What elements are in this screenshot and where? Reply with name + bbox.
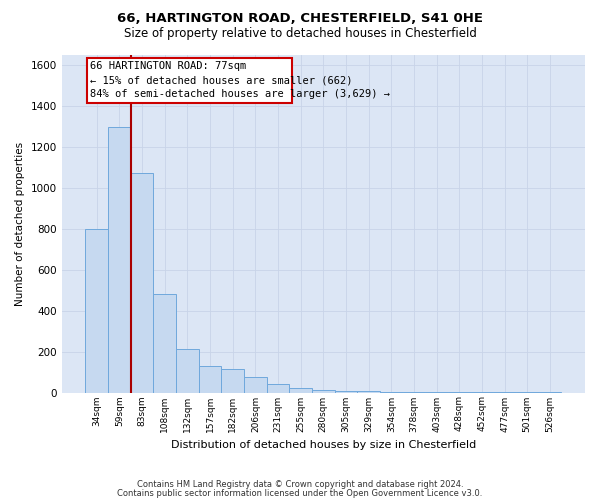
Bar — [86, 58, 292, 103]
Bar — [289, 388, 312, 392]
Bar — [108, 126, 131, 392]
Text: Contains public sector information licensed under the Open Government Licence v3: Contains public sector information licen… — [118, 488, 482, 498]
Bar — [85, 229, 108, 392]
Bar — [312, 390, 335, 392]
Bar — [199, 366, 221, 392]
Bar — [244, 377, 266, 392]
X-axis label: Distribution of detached houses by size in Chesterfield: Distribution of detached houses by size … — [171, 440, 476, 450]
Bar — [176, 348, 199, 393]
Text: 66, HARTINGTON ROAD, CHESTERFIELD, S41 0HE: 66, HARTINGTON ROAD, CHESTERFIELD, S41 0… — [117, 12, 483, 26]
Bar — [335, 391, 358, 392]
Text: Size of property relative to detached houses in Chesterfield: Size of property relative to detached ho… — [124, 28, 476, 40]
Text: Contains HM Land Registry data © Crown copyright and database right 2024.: Contains HM Land Registry data © Crown c… — [137, 480, 463, 489]
Bar — [131, 172, 154, 392]
Bar — [266, 384, 289, 392]
Y-axis label: Number of detached properties: Number of detached properties — [15, 142, 25, 306]
Bar — [221, 369, 244, 392]
Text: 66 HARTINGTON ROAD: 77sqm
← 15% of detached houses are smaller (662)
84% of semi: 66 HARTINGTON ROAD: 77sqm ← 15% of detac… — [90, 61, 390, 99]
Bar — [154, 294, 176, 392]
